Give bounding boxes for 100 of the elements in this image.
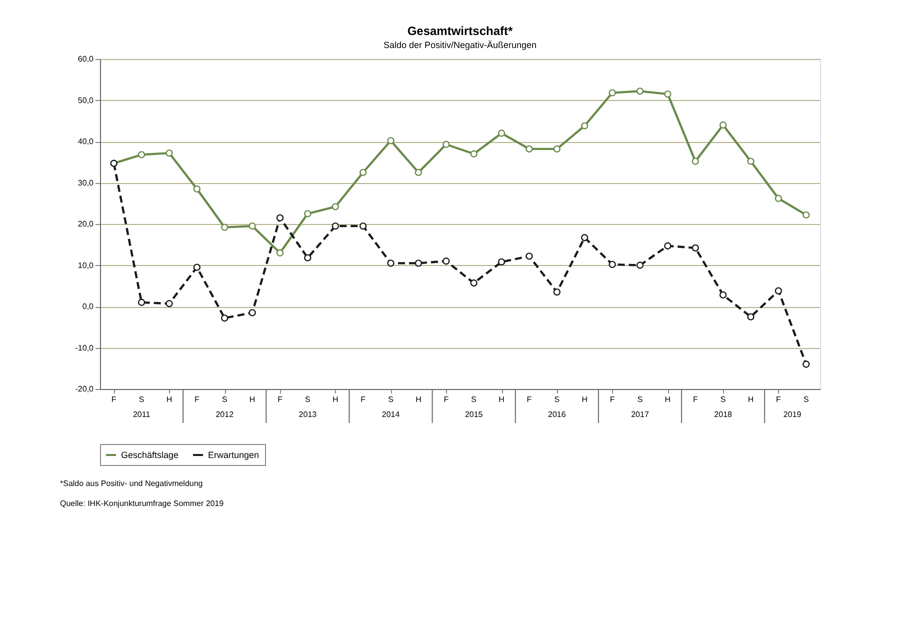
x-tick-label: F bbox=[444, 395, 449, 404]
x-tick-label: S bbox=[471, 395, 477, 404]
y-tick-label: 10,0 bbox=[78, 260, 94, 270]
point bbox=[193, 264, 201, 271]
text: *Saldo aus Positiv- und Negativmeldung bbox=[60, 479, 203, 488]
y-tick-label: 40,0 bbox=[78, 137, 94, 146]
x-tick-label: H bbox=[748, 395, 754, 404]
point bbox=[414, 260, 422, 267]
x-tick-label: S bbox=[720, 395, 726, 404]
x-tick-label: S bbox=[138, 395, 144, 404]
text: 2015 bbox=[464, 410, 484, 419]
x-tick-label: F bbox=[194, 395, 200, 404]
point bbox=[526, 252, 533, 260]
point bbox=[166, 300, 173, 308]
x-tick-label: S bbox=[305, 395, 310, 404]
point bbox=[692, 244, 699, 252]
point bbox=[442, 258, 450, 265]
x-tick-label: H bbox=[332, 395, 338, 404]
point bbox=[692, 158, 699, 165]
x-tick-label: F bbox=[692, 395, 698, 404]
text: 2014 bbox=[382, 410, 400, 419]
point bbox=[747, 158, 754, 165]
x-tick-label: F bbox=[360, 395, 366, 404]
point bbox=[221, 224, 228, 231]
legend-label: Erwartungen bbox=[208, 450, 260, 460]
x-tick-label: S bbox=[388, 395, 394, 404]
text: 2011 bbox=[132, 410, 151, 419]
y-tick-label: -10,0 bbox=[75, 343, 94, 352]
x-tick-label: F bbox=[111, 395, 116, 404]
point bbox=[608, 89, 616, 96]
point bbox=[608, 260, 616, 268]
point bbox=[664, 90, 672, 98]
x-tick-label: S bbox=[803, 395, 809, 404]
point bbox=[470, 279, 478, 287]
x-tick-label: H bbox=[498, 395, 505, 404]
y-tick-label: 20,0 bbox=[78, 220, 94, 228]
point bbox=[747, 313, 754, 320]
x-tick-label: H bbox=[664, 395, 671, 404]
point bbox=[193, 185, 201, 193]
point bbox=[332, 203, 339, 210]
point bbox=[470, 150, 478, 158]
text: 2017 bbox=[631, 410, 650, 419]
y-tick-label: 60,0 bbox=[78, 54, 94, 64]
point bbox=[498, 258, 506, 266]
point bbox=[166, 149, 173, 157]
point bbox=[414, 168, 422, 176]
x-tick-label: S bbox=[222, 395, 228, 404]
point bbox=[359, 168, 367, 176]
point bbox=[581, 234, 588, 242]
x-tick-label: F bbox=[776, 395, 782, 404]
y-tick-label: 50,0 bbox=[78, 96, 94, 105]
point bbox=[636, 88, 644, 95]
text: 2012 bbox=[216, 410, 234, 419]
x-tick-label: S bbox=[554, 395, 560, 404]
point bbox=[387, 137, 394, 144]
chart-title: Gesamtwirtschaft* bbox=[407, 24, 514, 38]
point bbox=[276, 249, 284, 256]
point bbox=[664, 242, 672, 250]
text: 2016 bbox=[548, 410, 566, 419]
point bbox=[359, 222, 367, 230]
x-tick-label: F bbox=[610, 395, 615, 404]
text: 2013 bbox=[298, 410, 318, 419]
point bbox=[774, 194, 782, 202]
point bbox=[304, 210, 312, 218]
point bbox=[553, 288, 561, 296]
point bbox=[332, 222, 339, 230]
point bbox=[802, 211, 810, 219]
x-tick-label: S bbox=[637, 395, 643, 404]
point bbox=[581, 122, 588, 130]
point bbox=[636, 262, 644, 269]
source-note: Quelle: IHK-Konjunkturumfrage Sommer 2019 bbox=[60, 499, 224, 508]
point bbox=[221, 314, 228, 322]
text: 2019 bbox=[783, 410, 802, 419]
point bbox=[719, 291, 727, 299]
point bbox=[138, 151, 146, 158]
y-tick-label: 30,0 bbox=[78, 178, 94, 188]
point bbox=[442, 140, 450, 148]
x-tick-label: H bbox=[166, 395, 172, 404]
point bbox=[276, 214, 284, 222]
point bbox=[138, 298, 146, 306]
y-tick-label: -20,0 bbox=[75, 384, 94, 394]
point bbox=[553, 145, 561, 153]
point bbox=[526, 145, 533, 153]
point bbox=[248, 222, 256, 230]
chart-subtitle: Saldo der Positiv/Negativ-Äußerungen bbox=[383, 40, 537, 50]
text: 2018 bbox=[714, 410, 733, 419]
y-tick-label: 0,0 bbox=[82, 302, 94, 311]
x-tick-label: H bbox=[582, 395, 588, 404]
x-tick-label: H bbox=[249, 395, 256, 404]
legend-label: Geschäftslage bbox=[121, 450, 179, 460]
x-tick-label: F bbox=[278, 395, 283, 404]
point bbox=[387, 260, 394, 267]
point bbox=[498, 130, 506, 137]
point bbox=[802, 360, 810, 368]
x-tick-label: F bbox=[526, 395, 532, 404]
point bbox=[719, 121, 727, 129]
point bbox=[774, 287, 782, 294]
point bbox=[248, 309, 256, 316]
point bbox=[304, 254, 312, 262]
x-tick-label: H bbox=[416, 395, 422, 404]
